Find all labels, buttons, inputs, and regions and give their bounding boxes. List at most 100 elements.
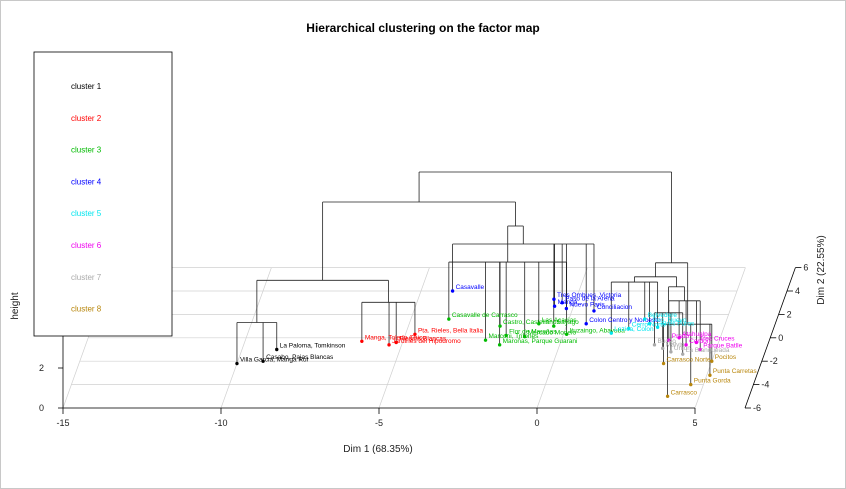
x-axis-label: Dim 1 (68.35%) bbox=[343, 444, 412, 455]
data-point-label: Paso de la Arena bbox=[565, 296, 615, 303]
data-point bbox=[708, 373, 712, 377]
data-point bbox=[669, 350, 673, 354]
data-point bbox=[275, 347, 279, 352]
data-point bbox=[689, 382, 693, 387]
data-point bbox=[360, 339, 364, 344]
y-tick-label: 4 bbox=[795, 286, 800, 296]
legend-entry: cluster 3 bbox=[71, 146, 102, 155]
data-point-label: Marconi, Tritones bbox=[489, 333, 540, 340]
y-tick-label: 2 bbox=[787, 309, 792, 319]
data-point bbox=[387, 343, 391, 347]
data-point bbox=[698, 347, 702, 352]
data-point-label: Colon Centro y Noroeste bbox=[589, 317, 661, 324]
data-point bbox=[552, 304, 557, 308]
data-point bbox=[710, 359, 714, 363]
data-point-label: Flor de Maroñas bbox=[509, 328, 557, 335]
data-point bbox=[564, 332, 569, 336]
data-point bbox=[684, 343, 688, 347]
dendrogram bbox=[236, 171, 713, 397]
data-point-label: Pocitos bbox=[715, 354, 737, 361]
data-point-label: Conciliacion bbox=[597, 304, 632, 311]
legend-entry: cluster 6 bbox=[71, 241, 102, 250]
data-point bbox=[450, 289, 455, 293]
data-point-label: La Paloma, Tomkinson bbox=[280, 343, 346, 350]
x-tick-label: 5 bbox=[692, 418, 697, 428]
data-point-label: Malvin bbox=[666, 341, 685, 348]
data-point-label: Ituzaingo, Abayuba bbox=[570, 327, 626, 334]
data-point bbox=[447, 317, 451, 321]
data-point-label: Union bbox=[674, 345, 691, 352]
data-point bbox=[609, 331, 613, 335]
data-point bbox=[694, 340, 699, 345]
data-point-label: Punta Gorda bbox=[694, 378, 731, 385]
data-point-label: Tres Cruces bbox=[699, 335, 735, 342]
data-point-label: Aires Puros bbox=[661, 320, 695, 327]
data-point bbox=[652, 343, 657, 347]
data-point bbox=[394, 340, 398, 345]
y-tick-label: 6 bbox=[803, 263, 808, 273]
data-point bbox=[235, 361, 239, 366]
data-point bbox=[560, 301, 564, 305]
data-point-label: Belvedere bbox=[648, 312, 678, 319]
data-point bbox=[261, 359, 265, 363]
data-point-label: Piedras Blancas bbox=[399, 335, 447, 342]
data-point bbox=[643, 317, 647, 321]
data-point-label: Mercado Modelo bbox=[528, 330, 577, 337]
data-point-label: Villa Garcia, Manga Rur bbox=[240, 357, 310, 364]
data-point-label: Manga, Toledo Chico bbox=[365, 334, 426, 341]
data-point-label: Parque Batlle bbox=[703, 343, 742, 350]
data-point bbox=[681, 352, 685, 356]
data-point-label: Las Acacias bbox=[542, 317, 577, 324]
data-point bbox=[661, 361, 666, 366]
data-point-label: Buceo bbox=[657, 338, 676, 345]
legend-entry: cluster 4 bbox=[71, 177, 102, 186]
data-point bbox=[523, 334, 527, 339]
data-point-label: Casavalle bbox=[456, 284, 485, 291]
data-point bbox=[584, 322, 588, 326]
y-axis-label: Dim 2 (22.55%) bbox=[816, 235, 827, 304]
x-tick-label: 0 bbox=[534, 418, 539, 428]
data-point-label: Sayago bbox=[557, 319, 579, 326]
y-tick-label: -4 bbox=[761, 380, 769, 390]
data-point-label: Atahualpa bbox=[682, 331, 712, 338]
data-point bbox=[592, 309, 596, 313]
data-point-label: Pen. Nuevo bbox=[652, 317, 686, 324]
height-axis-label: height bbox=[10, 292, 21, 319]
data-point bbox=[661, 346, 665, 351]
data-point bbox=[627, 326, 631, 331]
chart-title: Hierarchical clustering on the factor ma… bbox=[306, 21, 539, 35]
data-point bbox=[655, 325, 660, 329]
data-point-label: Casavalle de Carrasco bbox=[452, 312, 518, 319]
data-point bbox=[552, 324, 556, 328]
data-point bbox=[537, 322, 541, 326]
data-point bbox=[647, 322, 652, 326]
legend-entry: cluster 8 bbox=[71, 305, 102, 314]
data-point-label: Nuevo Paris bbox=[569, 302, 605, 309]
data-point bbox=[483, 338, 488, 342]
legend: cluster 1 cluster 2 cluster 3 cluster 4 clus… bbox=[33, 51, 173, 337]
data-point bbox=[564, 306, 569, 311]
y-tick-label: -6 bbox=[753, 403, 761, 413]
y-tick-label: -2 bbox=[770, 356, 778, 366]
height-tick-label: 0 bbox=[39, 403, 44, 413]
data-point bbox=[497, 343, 502, 347]
data-point bbox=[504, 333, 508, 338]
data-point-label: Prado bbox=[672, 333, 690, 340]
legend-entry: cluster 1 bbox=[71, 82, 102, 91]
data-point-label: Lezica, Colon bbox=[614, 326, 654, 333]
data-point-label: Carrasco Norte bbox=[667, 357, 711, 364]
data-point bbox=[552, 297, 556, 301]
data-point-label: Manga bbox=[558, 299, 578, 306]
data-point-label: Jardines del Hipodromo bbox=[392, 338, 461, 345]
y-tick-label: 0 bbox=[778, 333, 783, 343]
data-point bbox=[413, 332, 417, 336]
data-point-label: Punta Carretas bbox=[713, 368, 757, 375]
x-tick-label: -15 bbox=[56, 418, 69, 428]
data-point-label: Casabo, Pajas Blancas bbox=[266, 354, 334, 361]
legend-box bbox=[33, 51, 173, 337]
data-point-label: Castro, Castellanos bbox=[503, 319, 560, 326]
x-tick-label: -5 bbox=[375, 418, 383, 428]
data-point bbox=[498, 324, 502, 328]
